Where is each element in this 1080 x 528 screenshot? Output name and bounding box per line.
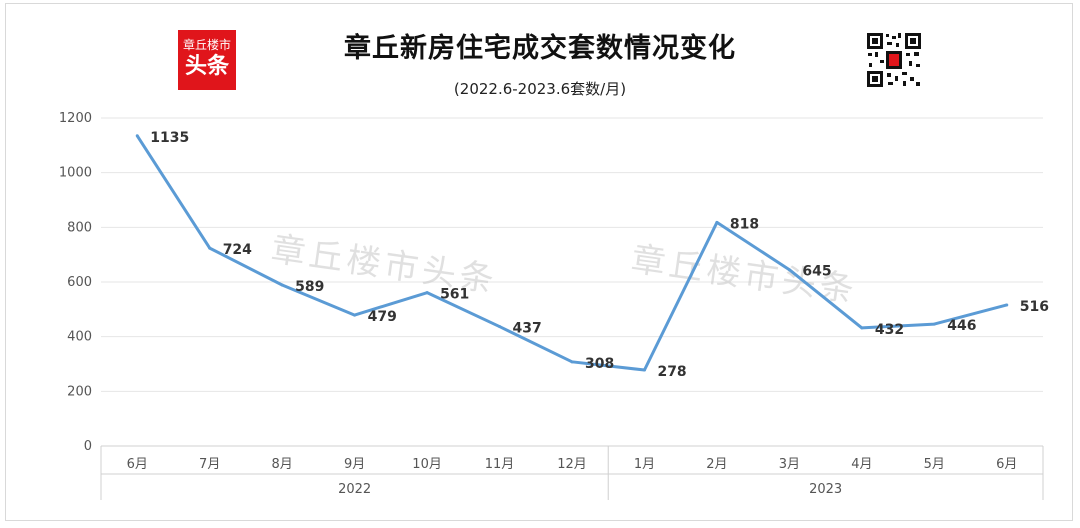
- y-tick-label: 800: [67, 220, 92, 235]
- data-point: [715, 220, 719, 224]
- data-label: 446: [947, 318, 976, 334]
- data-label: 724: [223, 242, 252, 258]
- x-tick-label: 4月: [851, 457, 872, 472]
- brand-logo: 章丘楼市 头条: [178, 30, 236, 90]
- x-tick-label: 7月: [199, 457, 220, 472]
- x-tick-label: 9月: [344, 457, 365, 472]
- y-tick-label: 200: [67, 384, 92, 399]
- data-label: 432: [875, 322, 904, 338]
- data-point: [425, 291, 429, 295]
- x-tick-label: 10月: [412, 457, 442, 472]
- data-label: 645: [802, 264, 831, 280]
- y-tick-label: 0: [84, 439, 92, 454]
- y-tick-label: 400: [67, 330, 92, 345]
- x-tick-label: 12月: [557, 457, 587, 472]
- data-point: [208, 246, 212, 250]
- x-tick-label: 11月: [485, 457, 515, 472]
- data-point: [932, 322, 936, 326]
- qr-code-icon: [866, 32, 922, 88]
- chart-title: 章丘新房住宅成交套数情况变化: [344, 33, 736, 64]
- data-point: [642, 368, 646, 372]
- x-group-label: 2023: [809, 482, 842, 497]
- logo-line-1: 章丘楼市: [182, 38, 231, 52]
- data-point: [353, 313, 357, 317]
- logo-line-2: 头条: [184, 54, 229, 79]
- y-tick-label: 1200: [59, 111, 92, 126]
- data-point: [570, 360, 574, 364]
- x-tick-label: 2月: [706, 457, 727, 472]
- x-tick-label: 1月: [634, 457, 655, 472]
- data-label: 818: [730, 216, 759, 232]
- x-tick-label: 8月: [272, 457, 293, 472]
- data-point: [135, 134, 139, 138]
- x-tick-label: 5月: [924, 457, 945, 472]
- watermarks: 章丘楼市头条 章丘楼市头条: [269, 229, 860, 310]
- data-point: [498, 325, 502, 329]
- series-layer: [135, 134, 1009, 372]
- data-label: 516: [1020, 299, 1049, 315]
- data-label: 437: [513, 321, 542, 337]
- data-label: 278: [657, 364, 686, 380]
- data-point: [280, 283, 284, 287]
- data-point: [787, 268, 791, 272]
- data-label: 1135: [150, 130, 189, 146]
- y-tick-label: 1000: [59, 166, 92, 181]
- data-point: [1005, 303, 1009, 307]
- x-group-label: 2022: [338, 482, 371, 497]
- x-tick-label: 3月: [779, 457, 800, 472]
- data-label: 589: [295, 279, 324, 295]
- grid-lines: [101, 117, 1043, 392]
- data-point: [860, 326, 864, 330]
- x-tick-label: 6月: [996, 457, 1017, 472]
- y-tick-label: 600: [67, 275, 92, 290]
- chart-subtitle: (2022.6-2023.6套数/月): [453, 80, 627, 98]
- y-axis: 0 200 400 600 800 1000 1200: [59, 111, 92, 454]
- x-tick-label: 6月: [127, 457, 148, 472]
- data-labels: 1135 724 589 479 561 437 308 278 818 645 432 446 516: [150, 130, 1049, 380]
- x-axis: 6月 7月 8月 9月 10月 11月 12月 1月 2月 3月 4月 5月 6月 2022 2023: [100, 445, 1044, 500]
- data-label: 561: [440, 287, 469, 303]
- data-label: 308: [585, 356, 614, 372]
- data-label: 479: [368, 309, 397, 325]
